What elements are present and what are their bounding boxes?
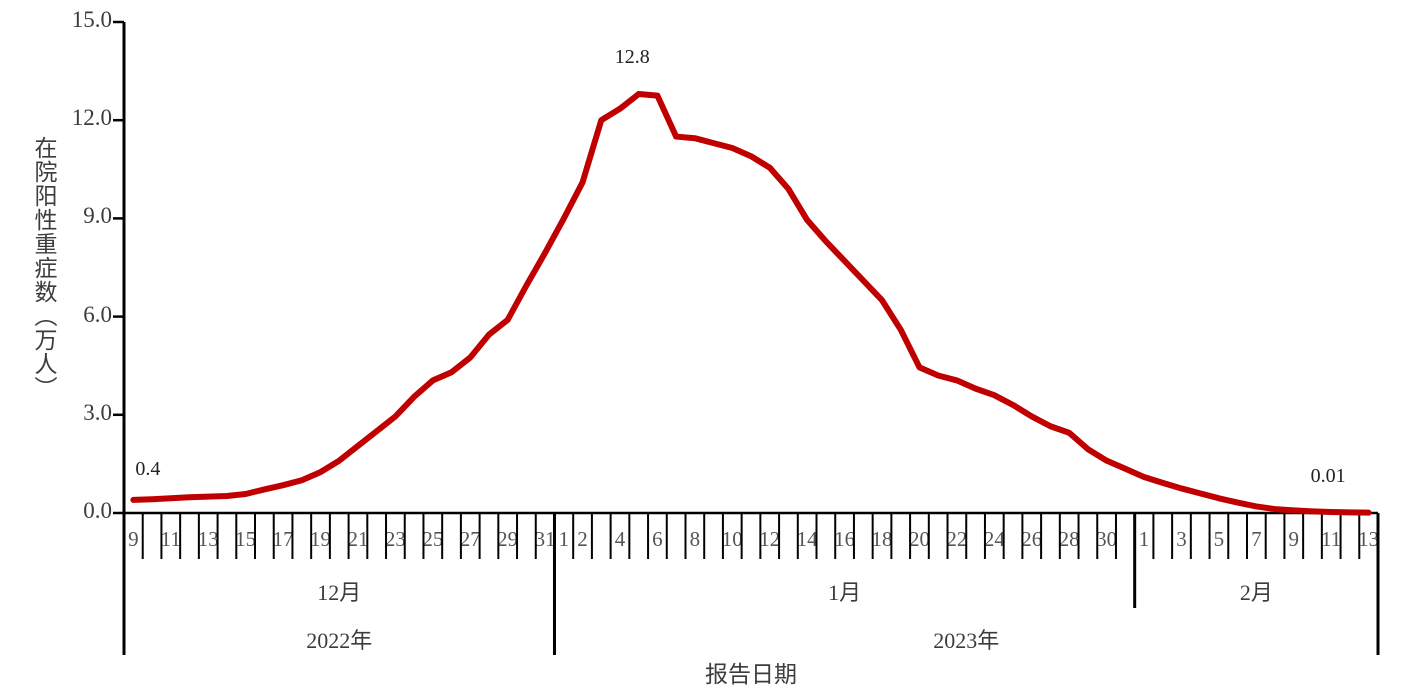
y-axis-tick-label: 12.0: [71, 105, 112, 131]
y-axis-tick-label: 0.0: [83, 498, 112, 523]
x-axis-tick-label: 11: [1321, 527, 1342, 551]
x-axis-tick-label: 17: [272, 527, 294, 551]
x-axis-tick-label: 31: [534, 527, 556, 551]
x-axis-tick-label: 10: [721, 527, 743, 551]
x-axis-tick-label: 13: [1358, 527, 1380, 551]
x-axis-tick-label: 1: [558, 527, 570, 551]
y-axis-tick-label: 9.0: [83, 203, 112, 229]
x-axis-tick-label: 28: [1058, 527, 1080, 551]
x-axis-tick-label: 13: [197, 527, 219, 551]
x-axis-month-label: 2月: [1239, 580, 1273, 605]
x-axis-tick-label: 14: [796, 527, 818, 551]
x-axis-tick-label: 16: [834, 527, 856, 551]
x-axis-tick-label: 5: [1213, 527, 1225, 551]
axis-layer: [113, 20, 1380, 655]
x-axis-tick-label: 20: [908, 527, 930, 551]
x-axis-tick-label: 8: [689, 527, 701, 551]
y-axis-tick-label: 15.0: [71, 7, 112, 32]
x-axis-tick-label: 23: [384, 527, 406, 551]
x-axis-tick-label: 29: [497, 527, 519, 551]
x-axis-tick-label: 30: [1096, 527, 1118, 551]
x-axis-month-label: 1月: [828, 580, 862, 605]
x-axis-tick-label: 1: [1138, 527, 1150, 551]
x-axis-tick-label: 26: [1021, 527, 1043, 551]
x-axis-tick-label: 19: [310, 527, 332, 551]
x-axis-tick-label: 6: [652, 527, 663, 551]
x-axis-tick-label: 27: [459, 527, 481, 551]
x-axis-tick-label: 12: [759, 527, 781, 551]
x-axis-tick-label: 3: [1176, 527, 1187, 551]
y-axis-tick-label: 3.0: [83, 399, 112, 425]
x-axis-tick-label: 15: [235, 527, 257, 551]
x-axis-year-label: 2022年: [306, 628, 373, 653]
y-axis-title: 在院阳性重症数（万人）: [31, 135, 56, 400]
data-series-line: [130, 91, 1372, 516]
y-axis-tick-label: 6.0: [83, 301, 112, 327]
data-point-annotation: 0.4: [135, 457, 161, 480]
data-point-annotation: 12.8: [614, 46, 650, 68]
x-axis-title: 报告日期: [705, 662, 797, 687]
x-axis-month-label: 12月: [317, 580, 362, 605]
x-axis-tick-label: 11: [160, 527, 181, 551]
x-axis-tick-label: 18: [871, 527, 893, 551]
series-layer: [130, 91, 1372, 516]
x-axis-tick-label: 7: [1251, 527, 1262, 551]
x-axis-tick-label: 4: [614, 527, 626, 551]
x-axis-tick-label: 9: [1288, 527, 1300, 551]
x-axis-tick-label: 25: [422, 527, 444, 551]
x-axis-tick-label: 22: [946, 527, 968, 551]
x-axis-year-label: 2023年: [933, 628, 1000, 653]
x-axis-tick-label: 21: [347, 527, 369, 551]
x-axis-tick-label: 2: [577, 527, 588, 551]
x-axis-tick-label: 24: [983, 527, 1005, 551]
x-axis-tick-label: 9: [128, 527, 139, 551]
data-point-annotation: 0.01: [1310, 464, 1346, 487]
